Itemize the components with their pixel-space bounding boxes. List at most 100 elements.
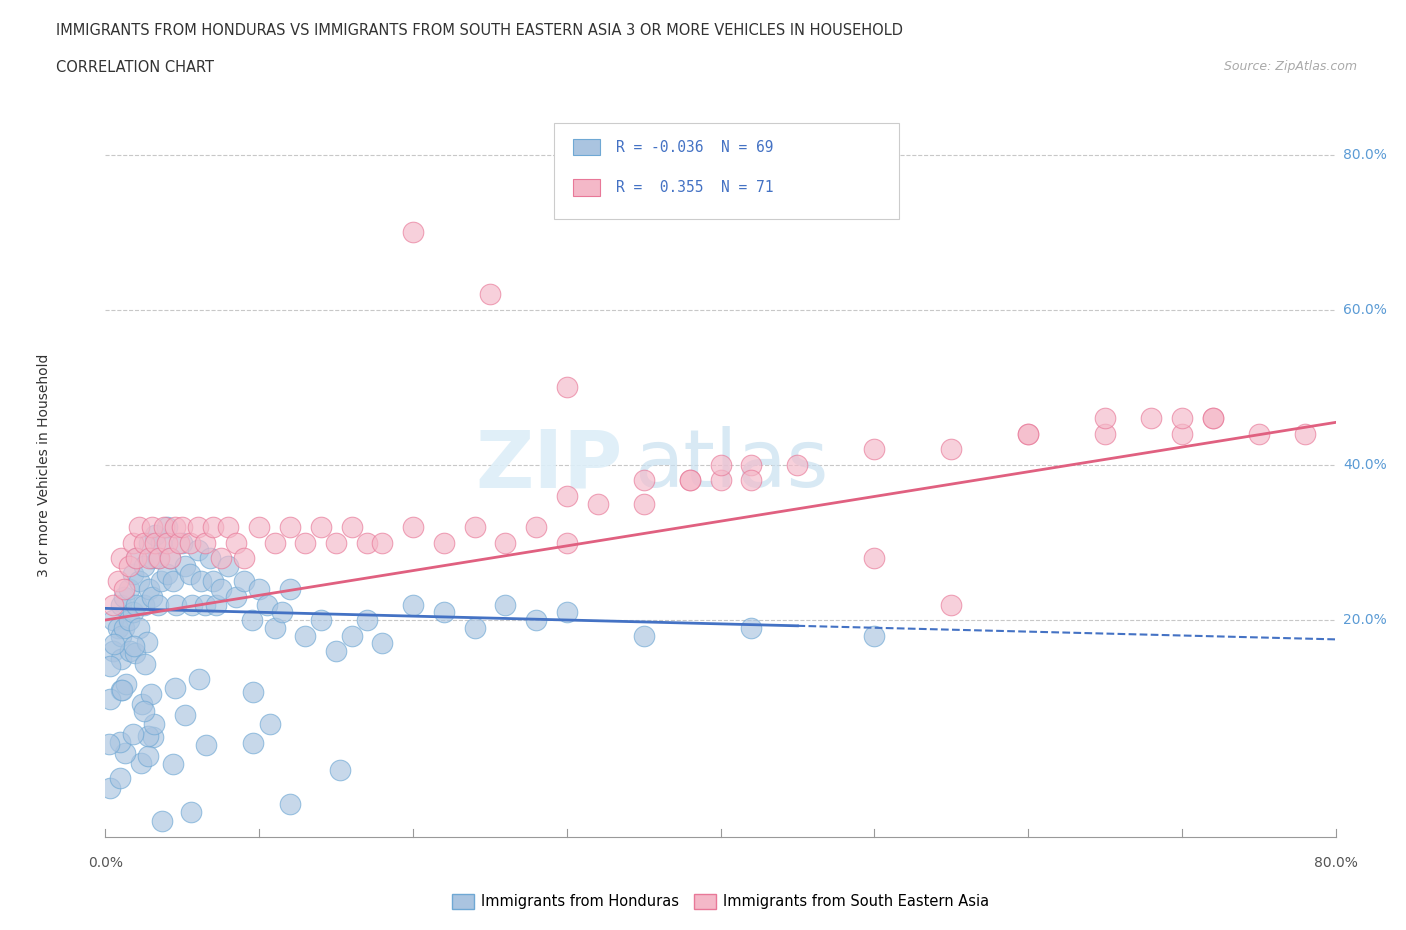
Point (294, 628, 316, 643)
Point (202, 574, 225, 589)
Point (143, 527, 166, 542)
Point (863, 442, 886, 457)
Point (187, 520, 209, 535)
Point (110, 551, 132, 565)
Point (159, 551, 181, 565)
Point (247, 581, 270, 596)
Point (110, 628, 132, 643)
Point (169, 535, 191, 550)
Point (633, 497, 655, 512)
Point (740, 458, 762, 472)
Point (107, 620, 129, 635)
Point (115, 676, 138, 691)
Text: CORRELATION CHART: CORRELATION CHART (56, 60, 214, 75)
Point (143, 716, 166, 731)
Point (159, 551, 181, 565)
Point (1201, 411, 1223, 426)
Point (138, 551, 160, 565)
Point (125, 551, 148, 565)
Point (129, 756, 152, 771)
Point (242, 736, 264, 751)
Point (132, 535, 155, 550)
Text: 3 or more Vehicles in Household: 3 or more Vehicles in Household (37, 353, 51, 577)
Point (371, 535, 394, 550)
Point (107, 574, 129, 589)
Point (633, 473, 655, 488)
Point (125, 597, 148, 612)
Point (165, 597, 187, 612)
Text: 40.0%: 40.0% (1343, 458, 1388, 472)
Point (122, 726, 145, 741)
Point (941, 442, 963, 457)
Point (149, 574, 172, 589)
Point (402, 520, 425, 535)
Point (97, 737, 120, 751)
Point (163, 520, 186, 535)
Point (153, 520, 176, 535)
Point (142, 730, 165, 745)
Point (524, 613, 547, 628)
Point (108, 770, 131, 785)
Point (786, 458, 808, 472)
Point (202, 520, 225, 535)
Point (740, 620, 762, 635)
Point (141, 520, 163, 535)
Point (259, 717, 281, 732)
Point (402, 597, 425, 612)
Point (1094, 427, 1116, 442)
Point (633, 628, 655, 643)
Point (278, 581, 301, 596)
Point (180, 597, 202, 612)
Point (98, 658, 121, 673)
Point (146, 551, 169, 565)
Point (110, 735, 132, 750)
Point (247, 520, 270, 535)
Text: 20.0%: 20.0% (1343, 613, 1388, 627)
Point (132, 597, 155, 612)
Point (136, 729, 159, 744)
Point (1201, 411, 1223, 426)
Point (138, 581, 160, 596)
Point (242, 684, 264, 699)
Bar (574, 140, 600, 155)
Point (187, 543, 209, 558)
Point (863, 628, 886, 643)
Point (294, 535, 316, 550)
Point (174, 558, 197, 573)
Point (172, 520, 194, 535)
Point (132, 558, 155, 573)
Point (464, 520, 486, 535)
Point (225, 590, 247, 604)
Legend: Immigrants from Honduras, Immigrants from South Eastern Asia: Immigrants from Honduras, Immigrants fro… (446, 888, 995, 915)
Point (110, 597, 132, 612)
Point (225, 535, 247, 550)
Point (555, 488, 578, 503)
Point (117, 613, 139, 628)
Point (103, 636, 125, 651)
Point (325, 535, 347, 550)
Point (148, 551, 170, 565)
Point (278, 797, 301, 812)
Point (555, 380, 578, 395)
Point (356, 613, 378, 628)
Point (187, 671, 209, 686)
Point (112, 590, 135, 604)
Point (278, 520, 301, 535)
Text: Source: ZipAtlas.com: Source: ZipAtlas.com (1223, 60, 1357, 73)
Point (125, 551, 148, 565)
Point (173, 708, 195, 723)
Point (139, 687, 162, 702)
Point (1171, 427, 1194, 442)
Point (194, 597, 217, 612)
Point (156, 535, 179, 550)
Point (180, 804, 202, 819)
Text: 60.0%: 60.0% (1343, 303, 1388, 317)
Point (232, 574, 254, 589)
Point (117, 581, 139, 596)
Point (128, 620, 150, 635)
Point (433, 604, 456, 619)
Point (679, 473, 702, 488)
Point (128, 520, 150, 535)
Point (162, 574, 184, 589)
Point (138, 535, 160, 550)
